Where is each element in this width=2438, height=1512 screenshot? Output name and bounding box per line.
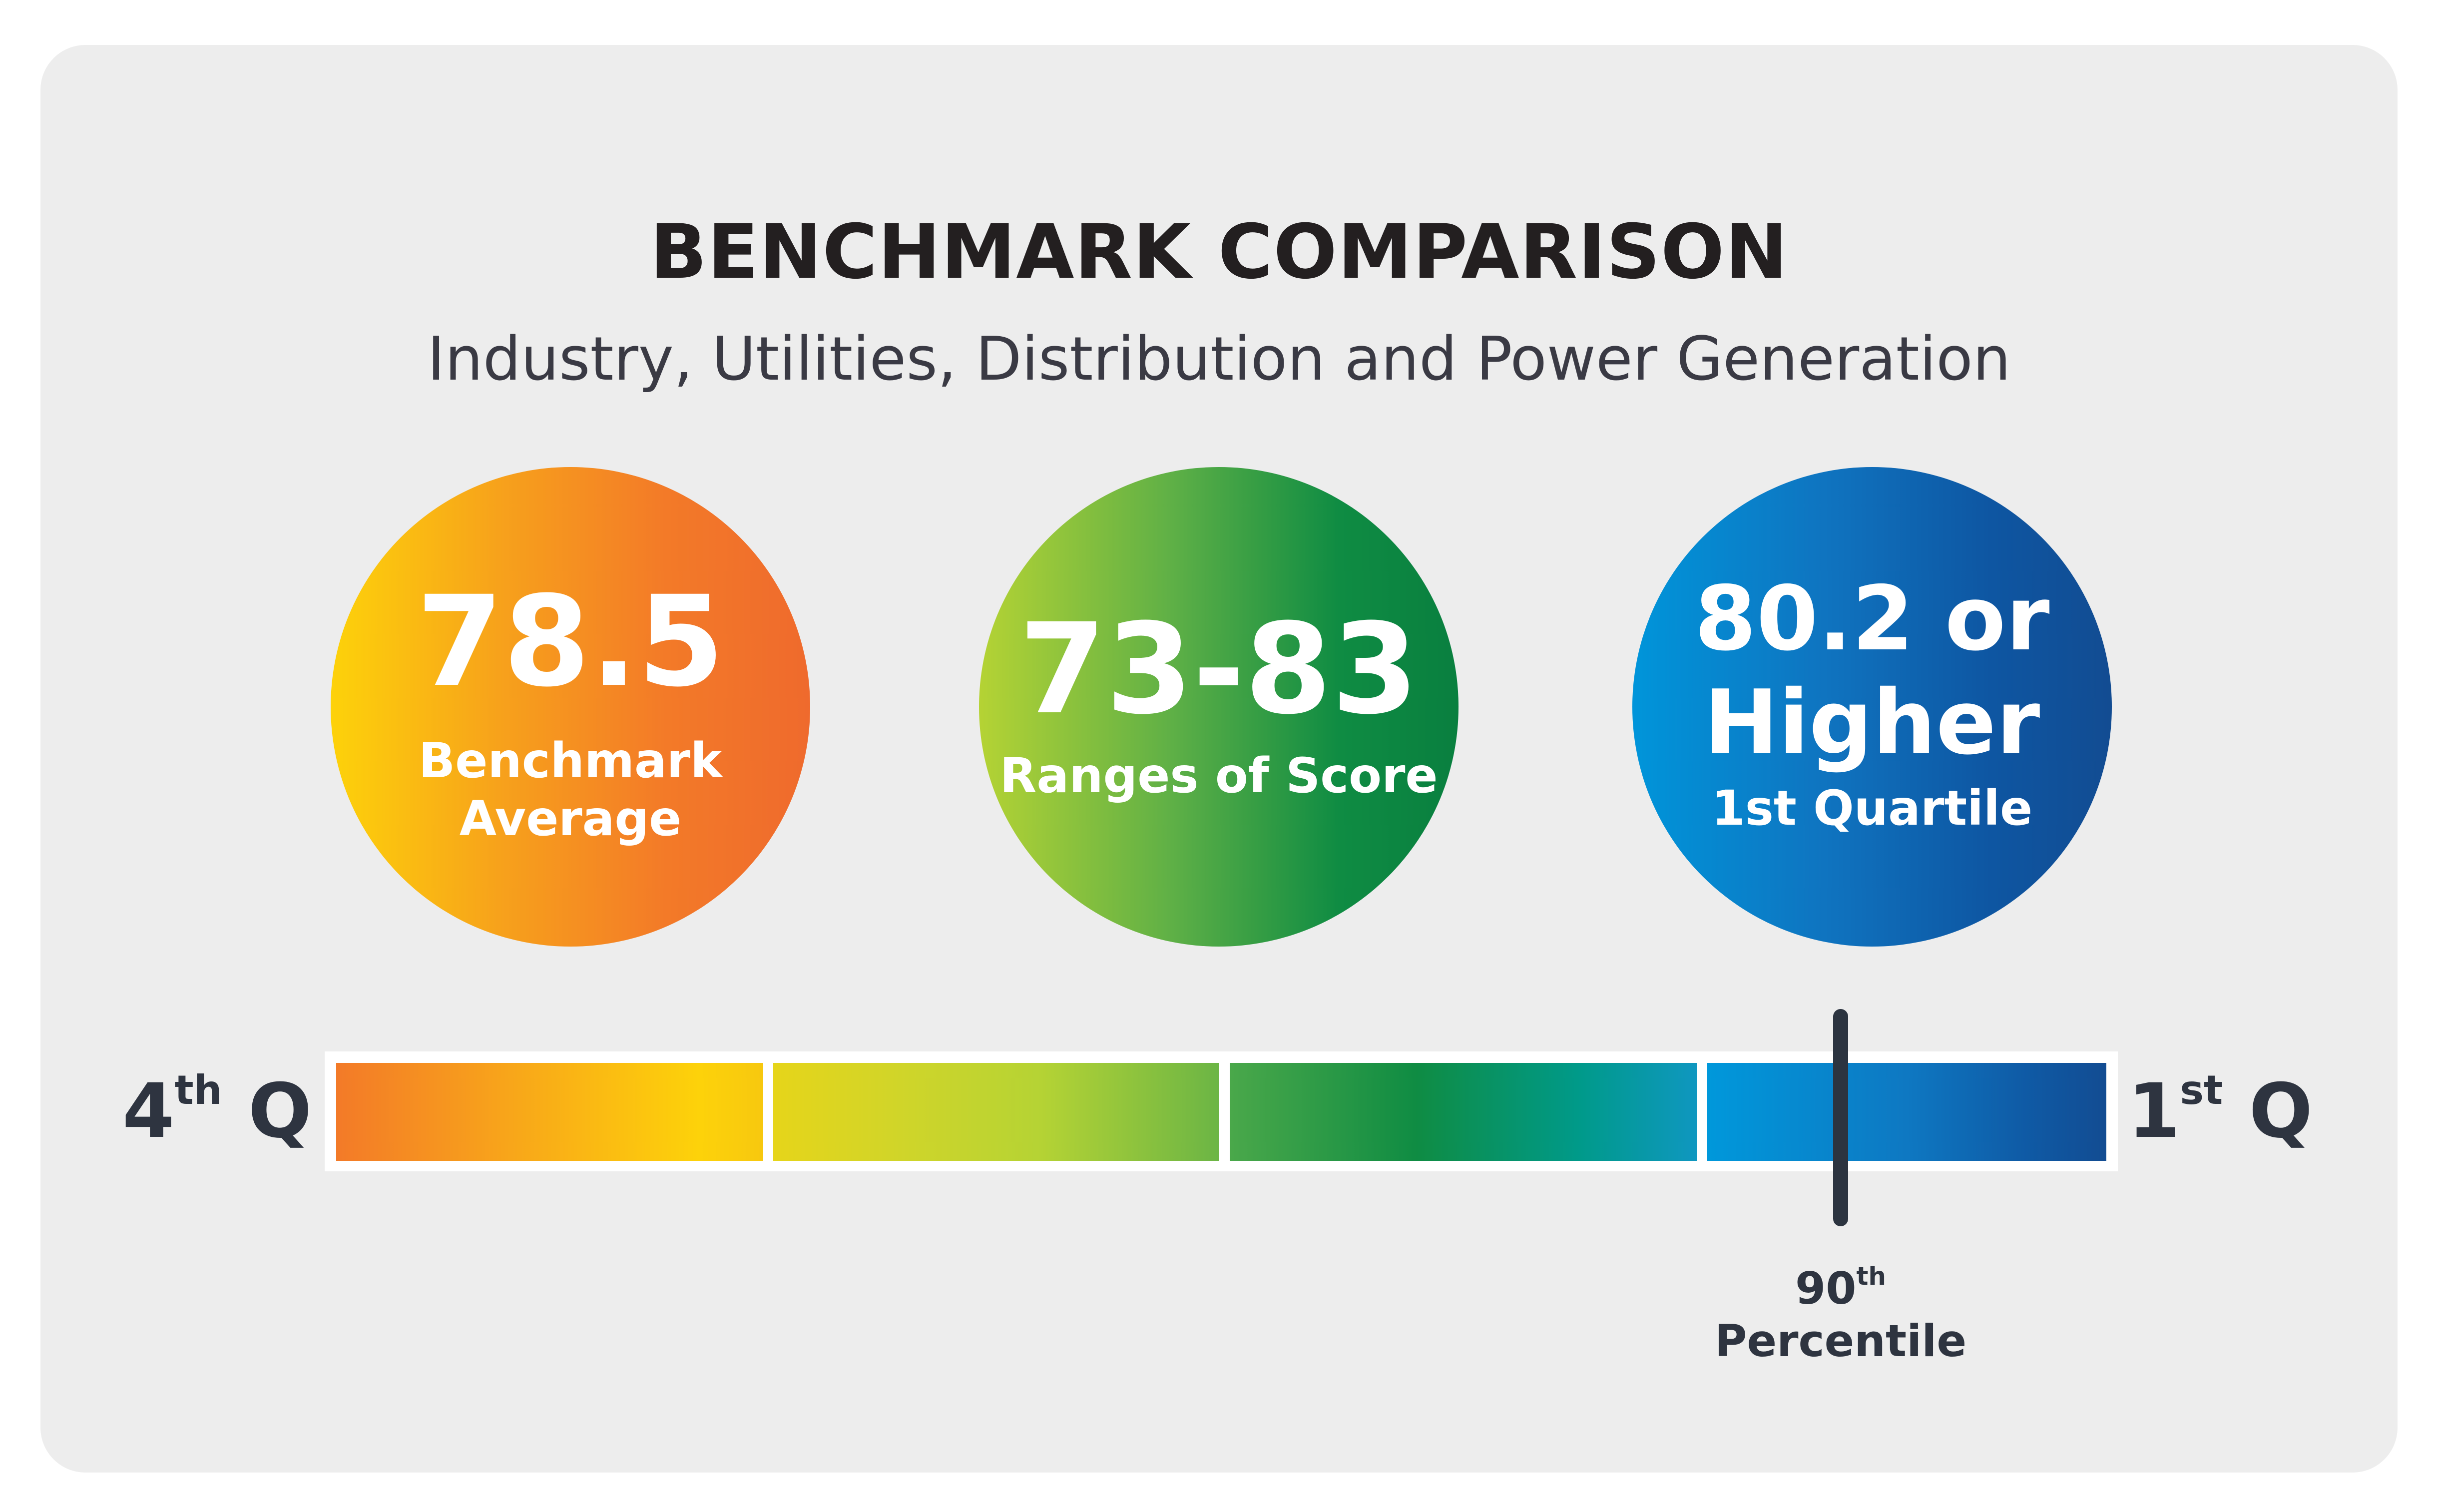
fourth-quartile-q: Q	[222, 1068, 312, 1155]
percentile-value: 90	[1795, 1263, 1857, 1314]
score-range-value: 73-83	[1019, 596, 1419, 742]
first-quartile-q: Q	[2223, 1068, 2313, 1155]
first-quartile-number: 1	[2128, 1068, 2180, 1155]
benchmark-average-label-line1: Benchmark	[419, 733, 722, 789]
percentile-label: Percentile	[1714, 1315, 1967, 1367]
first-quartile-scale-label: 1st Q	[2128, 1066, 2313, 1156]
first-quartile-value: 80.2 or Higher	[1632, 567, 2112, 775]
score-range-circle: 73-83 Ranges of Score	[979, 467, 1459, 947]
scale-segment-1st-quartile	[1707, 1063, 2106, 1161]
score-range-label: Ranges of Score	[999, 748, 1438, 804]
first-quartile-circle: 80.2 or Higher 1st Quartile	[1632, 467, 2112, 947]
first-quartile-suffix: st	[2180, 1067, 2223, 1113]
first-quartile-value-line2: Higher	[1704, 671, 2040, 774]
first-quartile-label: 1st Quartile	[1711, 780, 2033, 836]
fourth-quartile-label: 4th Q	[122, 1066, 312, 1156]
percentile-marker	[1833, 1009, 1848, 1226]
scale-segment-3rd-quartile	[773, 1063, 1219, 1161]
page-title: BENCHMARK COMPARISON	[650, 209, 1788, 296]
fourth-quartile-number: 4	[122, 1068, 175, 1155]
fourth-quartile-suffix: th	[174, 1067, 222, 1113]
percentile-number: 90th	[1638, 1261, 2043, 1316]
benchmark-average-circle: 78.5 Benchmark Average	[331, 467, 810, 947]
first-quartile-value-line1: 80.2 or	[1694, 567, 2050, 670]
page-subtitle: Industry, Utilities, Distribution and Po…	[427, 325, 2011, 394]
benchmark-average-value: 78.5	[416, 569, 725, 714]
scale-segment-4th-quartile	[336, 1063, 763, 1161]
scale-segment-2nd-quartile	[1230, 1063, 1697, 1161]
percentile-suffix: th	[1856, 1261, 1886, 1291]
benchmark-average-label-line2: Average	[459, 791, 682, 847]
benchmark-average-label: Benchmark Average	[331, 732, 810, 848]
